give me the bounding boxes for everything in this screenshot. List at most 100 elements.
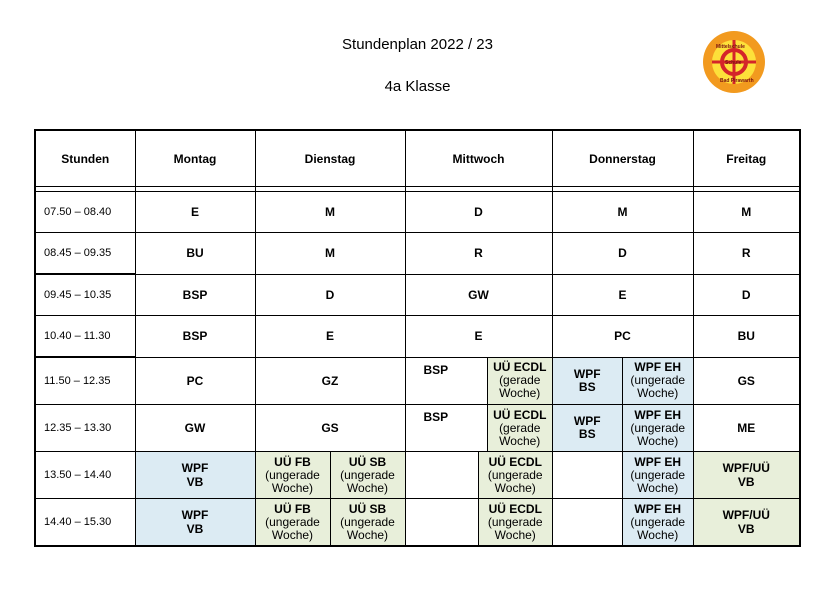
- lesson-cell: M: [692, 191, 801, 233]
- lesson-note: (gerade: [499, 420, 541, 435]
- lesson-note: (ungerade: [487, 514, 543, 529]
- lesson-half: UÜ ECDL (gerade Woche): [488, 357, 551, 404]
- lesson-title: WPF: [181, 461, 209, 475]
- lesson-cell-split: UÜ FB (ungerade Woche) UÜ SB (ungerade W…: [254, 498, 406, 547]
- lesson-title: WPF: [573, 366, 601, 381]
- lesson-note: (gerade: [499, 373, 541, 388]
- logo-text-top: Mittelschule: [716, 44, 745, 50]
- lesson-cell: WPF VB: [134, 451, 256, 499]
- lesson-title: UÜ FB: [274, 501, 311, 516]
- page-title: Stundenplan 2022 / 23: [342, 36, 493, 53]
- lesson-cell-split: WPF EH (ungerade Woche): [551, 451, 694, 499]
- lesson-half-empty: [553, 499, 623, 545]
- col-header-montag: Montag: [134, 129, 256, 187]
- time-cell: 14.40 – 15.30: [34, 498, 136, 547]
- lesson-note: Woche): [499, 433, 541, 448]
- lesson-half: UÜ ECDL (gerade Woche): [488, 405, 551, 451]
- lesson-note: (ungerade: [265, 467, 320, 482]
- lesson-cell: R: [404, 232, 553, 275]
- time-cell: 11.50 – 12.35: [34, 356, 136, 405]
- time-cell: 08.45 – 09.35: [34, 232, 136, 275]
- lesson-cell-split: BSP UÜ ECDL (gerade Woche): [404, 356, 553, 405]
- lesson-note: Woche): [346, 480, 389, 495]
- col-header-freitag: Freitag: [692, 129, 801, 187]
- lesson-note: Woche): [637, 386, 679, 401]
- lesson-cell: BSP: [134, 273, 256, 316]
- time-cell: 12.35 – 13.30: [34, 404, 136, 452]
- lesson-title: UÜ ECDL: [488, 501, 542, 516]
- lesson-cell: PC: [134, 356, 256, 405]
- lesson-title: WPF EH: [634, 501, 682, 516]
- lesson-title: WPF EH: [634, 454, 682, 469]
- lesson-cell: R: [692, 232, 801, 275]
- lesson-half: BSP: [406, 357, 488, 404]
- lesson-cell-split: BSP UÜ ECDL (gerade Woche): [404, 404, 553, 452]
- school-seal-icon: Mittelschule Schule Bad Pirawarth: [703, 31, 765, 93]
- lesson-title: BS: [578, 379, 596, 394]
- table-row: 08.45 – 09.35 BU M R D R: [34, 232, 801, 275]
- lesson-cell: E: [404, 315, 553, 358]
- col-header-mittwoch: Mittwoch: [404, 129, 553, 187]
- time-cell: 07.50 – 08.40: [34, 191, 136, 233]
- table-row: 07.50 – 08.40 E M D M M: [34, 191, 801, 233]
- lesson-title: WPF EH: [634, 360, 682, 375]
- lesson-half: WPF EH (ungerade Woche): [623, 452, 692, 498]
- lesson-half: WPF EH (ungerade Woche): [623, 357, 692, 404]
- lesson-cell: BSP: [134, 315, 256, 358]
- table-row: 12.35 – 13.30 GW GS BSP UÜ ECDL (gerade …: [34, 404, 801, 452]
- lesson-note: (ungerade: [340, 467, 395, 482]
- table-row: 09.45 – 10.35 BSP D GW E D: [34, 273, 801, 316]
- lesson-half: WPF BS: [553, 357, 623, 404]
- lesson-note: (ungerade: [630, 420, 686, 435]
- lesson-half: WPF EH (ungerade Woche): [623, 499, 692, 545]
- lesson-cell: GZ: [254, 356, 406, 405]
- lesson-note: (ungerade: [630, 373, 686, 388]
- lesson-title: VB: [737, 522, 755, 536]
- lesson-note: Woche): [637, 480, 679, 495]
- lesson-note: (ungerade: [340, 514, 395, 529]
- col-header-donnerstag: Donnerstag: [551, 129, 694, 187]
- lesson-note: Woche): [637, 527, 679, 542]
- lesson-note: Woche): [494, 480, 536, 495]
- lesson-title: VB: [737, 475, 755, 489]
- lesson-cell-split: UÜ ECDL (ungerade Woche): [404, 498, 553, 547]
- lesson-cell: M: [254, 191, 406, 233]
- lesson-note: (ungerade: [630, 467, 686, 482]
- lesson-cell-split: UÜ FB (ungerade Woche) UÜ SB (ungerade W…: [254, 451, 406, 499]
- lesson-title: UÜ FB: [274, 454, 311, 469]
- lesson-title: WPF: [181, 508, 209, 522]
- lesson-half: WPF EH (ungerade Woche): [623, 405, 692, 451]
- lesson-cell: BU: [134, 232, 256, 275]
- lesson-cell: E: [551, 273, 694, 316]
- lesson-title: UÜ ECDL: [493, 407, 547, 422]
- lesson-title: UÜ SB: [348, 501, 387, 516]
- lesson-cell: GS: [254, 404, 406, 452]
- lesson-half: BSP: [406, 405, 488, 451]
- table-row: 13.50 – 14.40 WPF VB UÜ FB (ungerade Woc…: [34, 451, 801, 499]
- lesson-cell: GW: [134, 404, 256, 452]
- lesson-cell: E: [254, 315, 406, 358]
- lesson-title: WPF: [573, 414, 601, 428]
- header-row: Stunden Montag Dienstag Mittwoch Donners…: [34, 129, 801, 187]
- lesson-cell: WPF/UÜ VB: [692, 451, 801, 499]
- lesson-cell: BU: [692, 315, 801, 358]
- lesson-note: Woche): [271, 527, 314, 542]
- lesson-cell: M: [254, 232, 406, 275]
- lesson-half: UÜ SB (ungerade Woche): [330, 499, 404, 545]
- lesson-cell-split: WPF EH (ungerade Woche): [551, 498, 694, 547]
- lesson-note: (ungerade: [630, 514, 686, 529]
- lesson-cell-split: WPF BS WPF EH (ungerade Woche): [551, 404, 694, 452]
- col-header-dienstag: Dienstag: [254, 129, 406, 187]
- lesson-half: UÜ ECDL (ungerade Woche): [479, 452, 551, 498]
- lesson-half: UÜ ECDL (ungerade Woche): [479, 499, 551, 545]
- lesson-title: VB: [186, 522, 204, 536]
- lesson-cell: M: [551, 191, 694, 233]
- time-cell: 10.40 – 11.30: [34, 315, 136, 358]
- lesson-cell: WPF/UÜ VB: [692, 498, 801, 547]
- lesson-note: Woche): [499, 386, 541, 401]
- lesson-note: Woche): [637, 433, 679, 448]
- lesson-cell-split: WPF BS WPF EH (ungerade Woche): [551, 356, 694, 405]
- lesson-half-empty: [406, 452, 479, 498]
- lesson-half-empty: [406, 499, 479, 545]
- lesson-title: UÜ SB: [348, 454, 387, 469]
